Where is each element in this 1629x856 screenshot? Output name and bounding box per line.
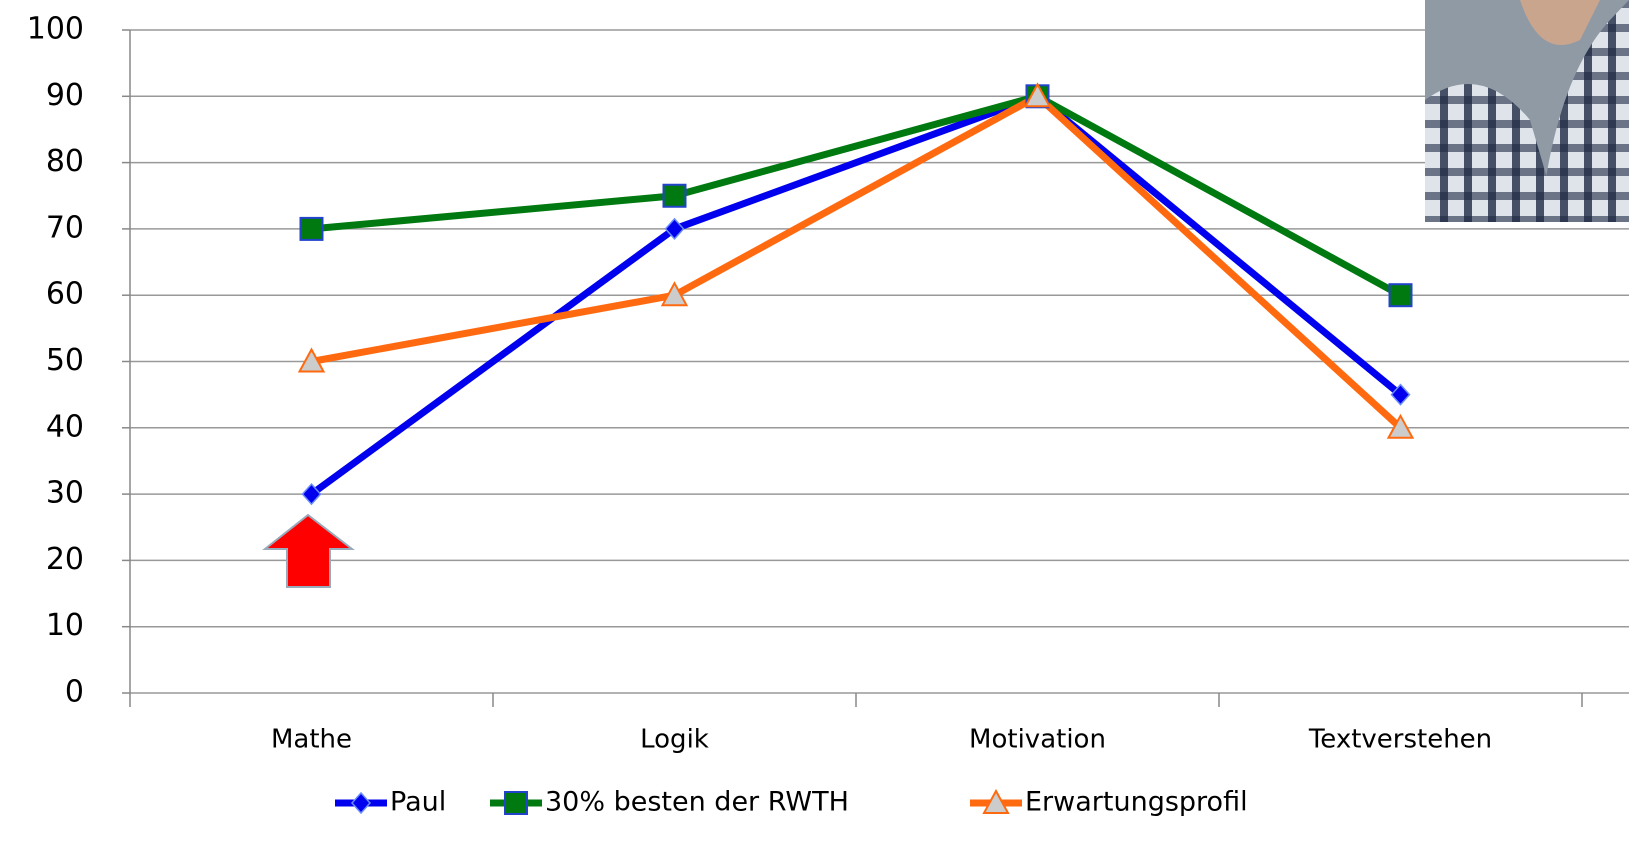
x-tick-label: Mathe bbox=[271, 725, 352, 755]
y-tick-label: 30 bbox=[46, 476, 84, 511]
photo bbox=[1425, 0, 1629, 222]
chart: 0 10 20 30 40 50 60 70 80 90 100 Mathe Logik Motivati… bbox=[0, 0, 1629, 856]
y-tick-label: 100 bbox=[27, 12, 84, 47]
x-tick-label: Textverstehen bbox=[1308, 725, 1492, 755]
marker bbox=[505, 792, 527, 814]
lines bbox=[300, 84, 1413, 504]
legend: Paul 30% besten der RWTH Erwartungsprofil bbox=[335, 787, 1248, 818]
marker bbox=[301, 218, 323, 240]
marker bbox=[352, 793, 370, 813]
y-tick-label: 20 bbox=[46, 542, 84, 577]
y-tick-label: 80 bbox=[46, 144, 84, 179]
y-tick-label: 40 bbox=[46, 409, 84, 444]
x-tick-label: Motivation bbox=[969, 725, 1106, 755]
y-tick-label: 60 bbox=[46, 277, 84, 312]
legend-label: Erwartungsprofil bbox=[1025, 787, 1248, 818]
x-tick-label: Logik bbox=[640, 725, 709, 755]
y-tick-label: 0 bbox=[65, 675, 84, 710]
y-tick-label: 50 bbox=[46, 343, 84, 378]
y-tick-label: 70 bbox=[46, 210, 84, 245]
marker bbox=[1390, 284, 1412, 306]
legend-label: Paul bbox=[390, 787, 446, 818]
legend-label: 30% besten der RWTH bbox=[545, 787, 849, 818]
marker bbox=[664, 185, 686, 207]
y-tick-label: 10 bbox=[46, 608, 84, 643]
highlight-arrow bbox=[265, 515, 352, 587]
y-tick-label: 90 bbox=[46, 78, 84, 113]
